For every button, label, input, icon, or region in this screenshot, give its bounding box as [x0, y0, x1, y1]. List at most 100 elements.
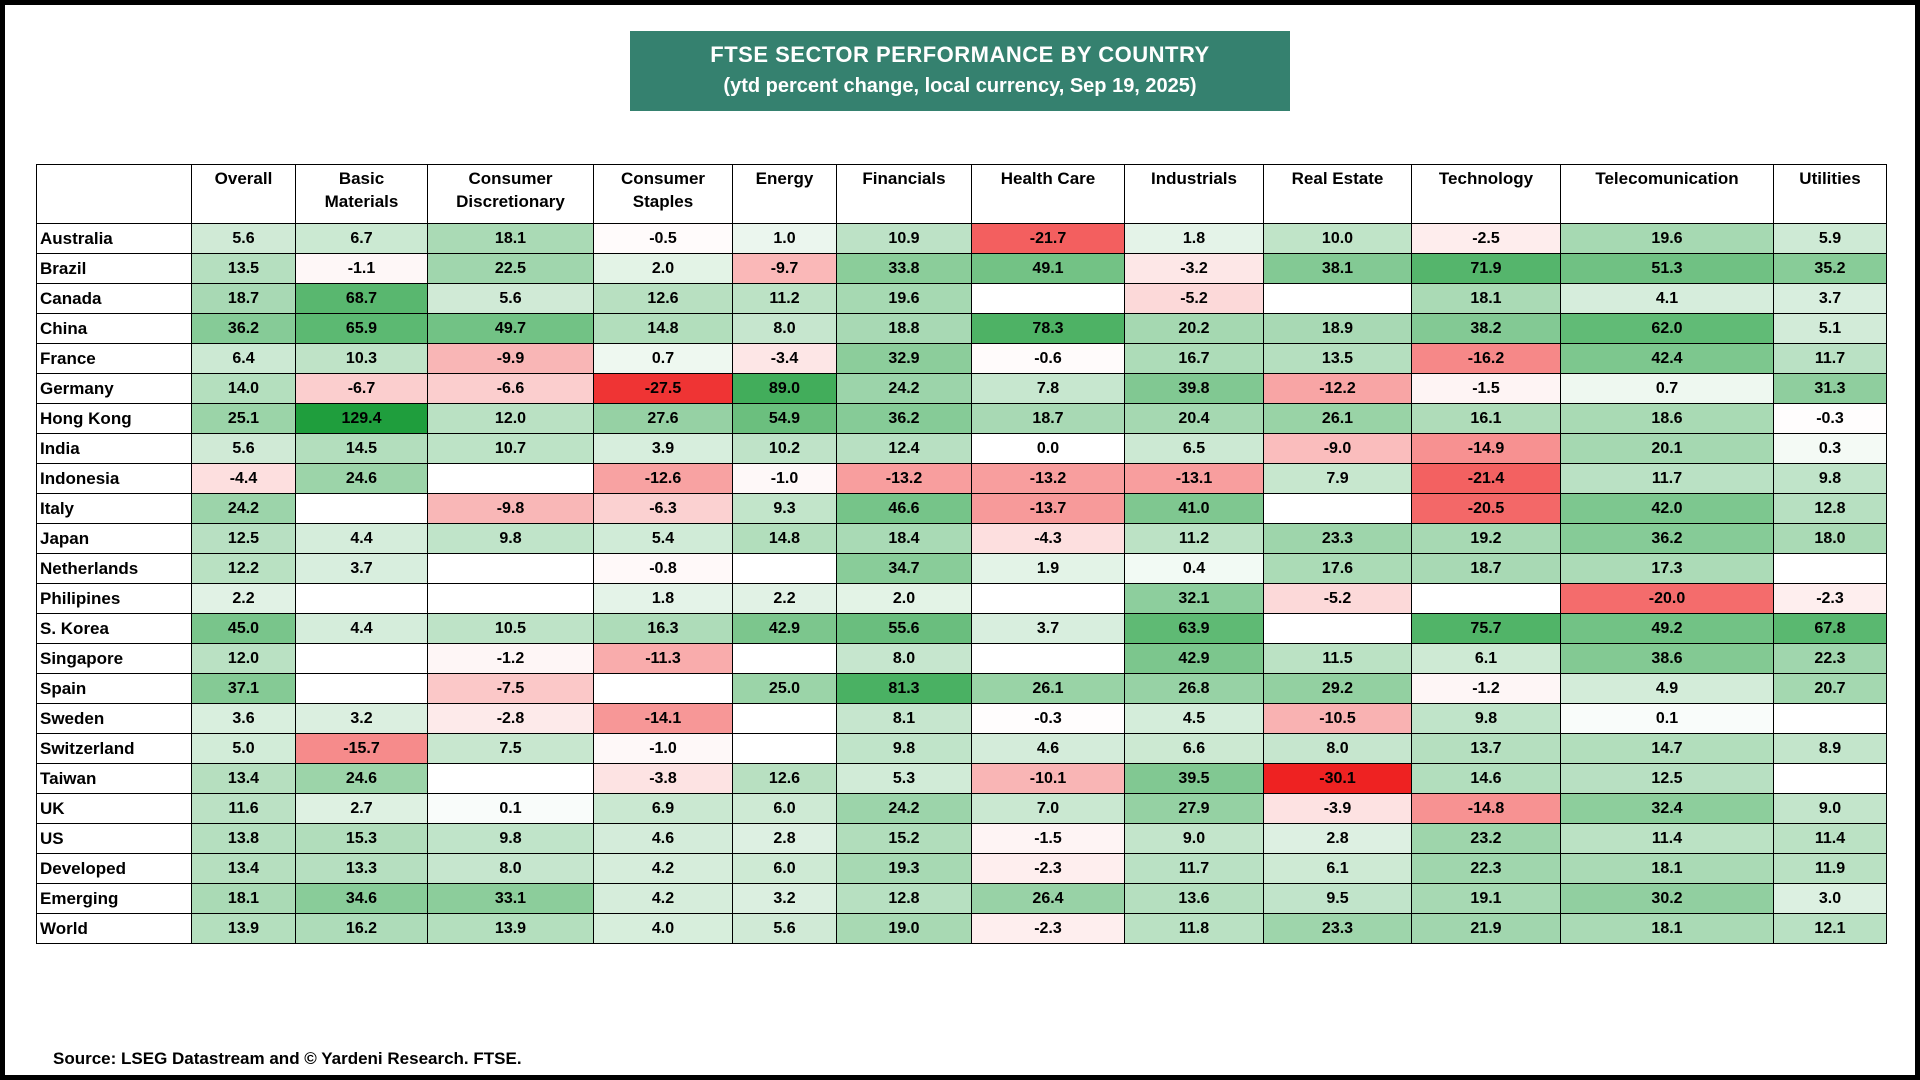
value-cell: 42.9	[732, 613, 837, 644]
value-cell: 3.7	[295, 553, 428, 584]
value-cell: 4.2	[593, 853, 733, 884]
value-cell: 42.4	[1560, 343, 1774, 374]
value-cell: 11.7	[1124, 853, 1264, 884]
value-cell: 7.5	[427, 733, 594, 764]
value-cell: 89.0	[732, 373, 837, 404]
value-cell: 20.4	[1124, 403, 1264, 434]
value-cell: -3.4	[732, 343, 837, 374]
value-cell: 2.8	[732, 823, 837, 854]
value-cell: -2.5	[1411, 223, 1561, 254]
value-cell: 18.9	[1263, 313, 1412, 344]
value-cell: 9.3	[732, 493, 837, 524]
table-row: Emerging 18.1 34.6 33.1 4.2 3.2 12.8 26.4 13.6 9.…	[36, 883, 1887, 914]
row-label: Sweden	[36, 703, 192, 734]
value-cell: -9.0	[1263, 433, 1412, 464]
table-row: Brazil 13.5 -1.1 22.5 2.0 -9.7 33.8 49.1 -3.2 38.…	[36, 253, 1887, 284]
value-cell: -0.3	[971, 703, 1125, 734]
value-cell: -3.9	[1263, 793, 1412, 824]
value-cell	[427, 463, 594, 494]
value-cell: 17.6	[1263, 553, 1412, 584]
value-cell: -13.2	[971, 463, 1125, 494]
value-cell: 10.5	[427, 613, 594, 644]
row-label: Italy	[36, 493, 192, 524]
value-cell: 9.8	[427, 523, 594, 554]
value-cell: 75.7	[1411, 613, 1561, 644]
row-label: Switzerland	[36, 733, 192, 764]
row-label: China	[36, 313, 192, 344]
value-cell: 32.9	[836, 343, 972, 374]
value-cell: 51.3	[1560, 253, 1774, 284]
table-row: China 36.2 65.9 49.7 14.8 8.0 18.8 78.3 20.2 18.9…	[36, 313, 1887, 344]
column-header: Financials	[836, 164, 972, 224]
value-cell: 4.5	[1124, 703, 1264, 734]
value-cell: -1.5	[971, 823, 1125, 854]
value-cell: -4.4	[191, 463, 296, 494]
value-cell: 38.6	[1560, 643, 1774, 674]
value-cell: 16.1	[1411, 403, 1561, 434]
row-label: Philipines	[36, 583, 192, 614]
value-cell: -5.2	[1124, 283, 1264, 314]
column-header: Industrials	[1124, 164, 1264, 224]
value-cell: 31.3	[1773, 373, 1887, 404]
value-cell: 3.9	[593, 433, 733, 464]
value-cell: 18.1	[191, 883, 296, 914]
value-cell: 49.2	[1560, 613, 1774, 644]
value-cell	[971, 583, 1125, 614]
column-header: Consumer Discretionary	[427, 164, 594, 224]
value-cell: 21.9	[1411, 913, 1561, 944]
table-row: US 13.8 15.3 9.8 4.6 2.8 15.2 -1.5 9.0 2.8 23.2 11.…	[36, 823, 1887, 854]
value-cell: -27.5	[593, 373, 733, 404]
column-header: Utilities	[1773, 164, 1887, 224]
value-cell: 54.9	[732, 403, 837, 434]
value-cell: 22.3	[1773, 643, 1887, 674]
value-cell: 20.2	[1124, 313, 1264, 344]
value-cell	[1773, 763, 1887, 794]
row-label: World	[36, 913, 192, 944]
value-cell: 3.2	[732, 883, 837, 914]
value-cell: -14.1	[593, 703, 733, 734]
value-cell: -11.3	[593, 643, 733, 674]
table-row: Taiwan 13.4 24.6 -3.8 12.6 5.3 -10.1 39.5 -30.1 1…	[36, 763, 1887, 794]
value-cell: 34.6	[295, 883, 428, 914]
value-cell: -7.5	[427, 673, 594, 704]
value-cell: 3.7	[1773, 283, 1887, 314]
row-label: Netherlands	[36, 553, 192, 584]
value-cell: 32.4	[1560, 793, 1774, 824]
column-header: Consumer Staples	[593, 164, 733, 224]
value-cell: 9.0	[1124, 823, 1264, 854]
value-cell: 11.7	[1773, 343, 1887, 374]
value-cell: 11.8	[1124, 913, 1264, 944]
column-header: Energy	[732, 164, 837, 224]
value-cell: 5.6	[427, 283, 594, 314]
value-cell: 13.4	[191, 853, 296, 884]
value-cell: 4.4	[295, 613, 428, 644]
value-cell: 12.8	[836, 883, 972, 914]
value-cell: 23.3	[1263, 913, 1412, 944]
value-cell: 11.4	[1773, 823, 1887, 854]
value-cell	[295, 673, 428, 704]
value-cell: 5.6	[732, 913, 837, 944]
value-cell: 1.8	[593, 583, 733, 614]
value-cell: 24.6	[295, 763, 428, 794]
value-cell: -0.3	[1773, 403, 1887, 434]
value-cell: 11.2	[732, 283, 837, 314]
value-cell: 8.0	[427, 853, 594, 884]
value-cell: 9.8	[1411, 703, 1561, 734]
value-cell: -21.4	[1411, 463, 1561, 494]
value-cell: -20.5	[1411, 493, 1561, 524]
value-cell: 4.4	[295, 523, 428, 554]
table-row: Spain 37.1 -7.5 25.0 81.3 26.1 26.8 29.2 -1.2 4.9…	[36, 673, 1887, 704]
value-cell: 3.2	[295, 703, 428, 734]
value-cell: -13.2	[836, 463, 972, 494]
value-cell: 0.1	[1560, 703, 1774, 734]
value-cell: -1.0	[593, 733, 733, 764]
value-cell: 20.1	[1560, 433, 1774, 464]
value-cell: -3.2	[1124, 253, 1264, 284]
value-cell: 24.2	[836, 793, 972, 824]
row-label: Spain	[36, 673, 192, 704]
value-cell: 81.3	[836, 673, 972, 704]
value-cell: 39.5	[1124, 763, 1264, 794]
value-cell: 25.0	[732, 673, 837, 704]
value-cell: 10.2	[732, 433, 837, 464]
value-cell: 18.1	[1560, 913, 1774, 944]
